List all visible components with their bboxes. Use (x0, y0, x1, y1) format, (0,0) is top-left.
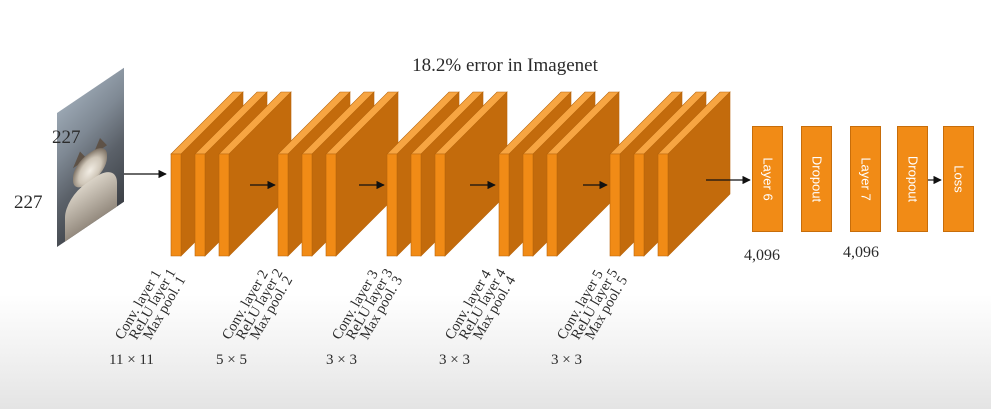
slab-front (301, 153, 313, 257)
slab-front (633, 153, 645, 257)
fc-block-dropout-2: Dropout (897, 126, 928, 232)
slab-front (277, 153, 289, 257)
conv-stage-3-kernel-size: 3 × 3 (326, 352, 357, 368)
slab-front (218, 153, 230, 257)
conv-stage-2 (277, 91, 399, 257)
slab-front (498, 153, 510, 257)
fc-block-label: Layer 6 (760, 157, 775, 201)
fc-block-dropout-1: Dropout (801, 126, 832, 232)
slab-front (434, 153, 446, 257)
fc-block-loss: Loss (943, 126, 974, 232)
fc-block-label: Dropout (905, 155, 920, 203)
slab-front (170, 153, 182, 257)
slab-front (410, 153, 422, 257)
fc-block-label: Layer 7 (858, 157, 873, 201)
conv-stage-3 (386, 91, 508, 257)
fc-units-layer-7: 4,096 (843, 244, 879, 261)
fc-block-layer-6: Layer 6 (752, 126, 783, 232)
slab-front (194, 153, 206, 257)
conv-stage-4 (498, 91, 620, 257)
conv-stage-1-kernel-size: 11 × 11 (109, 352, 154, 368)
fc-block-label: Dropout (809, 155, 824, 203)
slab-front (522, 153, 534, 257)
conv-stage-5 (609, 91, 731, 257)
conv-stage-4-kernel-size: 3 × 3 (439, 352, 470, 368)
fc-block-layer-7: Layer 7 (850, 126, 881, 232)
conv-stage-1 (170, 91, 292, 257)
slab-front (546, 153, 558, 257)
slab-front (386, 153, 398, 257)
fc-block-label: Loss (951, 165, 966, 193)
slab-front (325, 153, 337, 257)
slab-front (609, 153, 621, 257)
slab-front (657, 153, 669, 257)
input-width-label: 227 (52, 127, 81, 148)
input-height-label: 227 (14, 192, 43, 213)
conv-stage-2-kernel-size: 5 × 5 (216, 352, 247, 368)
diagram-title: 18.2% error in Imagenet (412, 55, 598, 76)
conv-stage-5-kernel-size: 3 × 3 (551, 352, 582, 368)
fc-units-layer-6: 4,096 (744, 247, 780, 264)
